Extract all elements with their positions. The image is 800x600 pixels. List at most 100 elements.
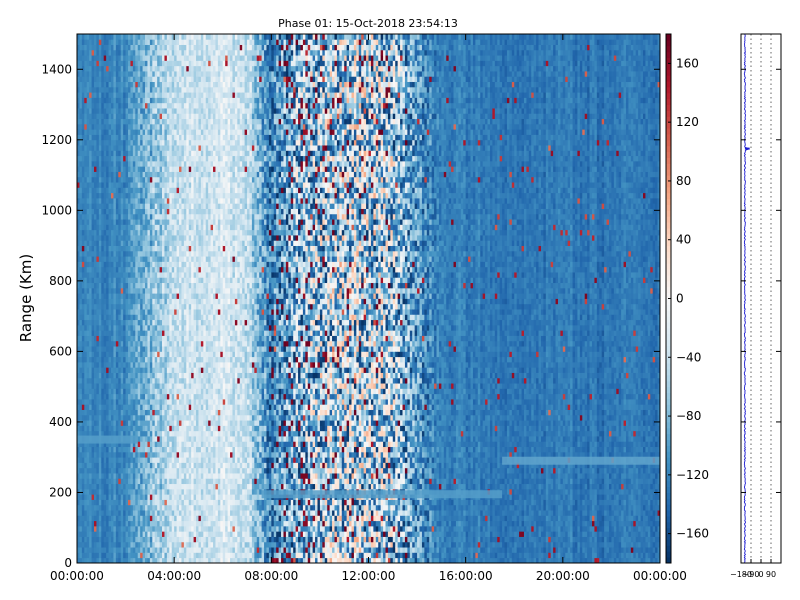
heatmap-cell: [79, 97, 82, 103]
heatmap-cell: [92, 76, 95, 82]
heatmap-cell: [92, 198, 95, 204]
heatmap-cell: [121, 272, 124, 278]
heatmap-cell: [101, 457, 104, 463]
heatmap-cell: [92, 166, 95, 172]
heatmap-cell: [133, 187, 136, 193]
heatmap-cell: [79, 198, 82, 204]
heatmap-cell: [94, 203, 97, 209]
heatmap-cell: [89, 251, 92, 257]
heatmap-cell: [99, 425, 102, 431]
heatmap-cell: [89, 182, 92, 188]
heatmap-cell: [94, 161, 97, 167]
heatmap-cell: [126, 489, 129, 495]
heatmap-cell: [130, 494, 133, 500]
heatmap-cell: [186, 447, 189, 453]
heatmap-cell: [155, 478, 158, 484]
heatmap-cell: [111, 388, 114, 394]
heatmap-cell: [162, 383, 165, 389]
heatmap-cell: [116, 267, 119, 273]
heatmap-cell: [128, 415, 131, 421]
heatmap-cell: [99, 357, 102, 363]
heatmap-cell: [123, 177, 126, 183]
heatmap-cell: [87, 150, 90, 156]
heatmap-cell: [169, 156, 172, 162]
heatmap-cell: [94, 293, 97, 299]
heatmap-cell: [152, 45, 155, 51]
heatmap-cell: [169, 209, 172, 215]
heatmap-cell: [152, 224, 155, 230]
heatmap-cell: [162, 76, 165, 82]
heatmap-cell: [111, 224, 114, 230]
heatmap-cell: [133, 119, 136, 125]
heatmap-cell: [160, 341, 163, 347]
heatmap-cell: [160, 547, 163, 553]
heatmap-cell: [82, 452, 85, 458]
heatmap-cell: [145, 357, 148, 363]
heatmap-cell: [164, 272, 167, 278]
heatmap-cell: [99, 447, 102, 453]
heatmap-cell: [174, 55, 177, 61]
heatmap-cell: [109, 166, 112, 172]
heatmap-cell: [169, 283, 172, 289]
heatmap-cell: [92, 341, 95, 347]
heatmap-cell: [99, 293, 102, 299]
heatmap-cell: [89, 92, 92, 98]
heatmap-cell: [126, 145, 129, 151]
heatmap-cell: [138, 55, 141, 61]
heatmap-cell: [82, 230, 85, 236]
heatmap-cell: [128, 462, 131, 468]
heatmap-cell: [177, 129, 180, 135]
heatmap-cell: [160, 362, 163, 368]
heatmap-cell: [87, 277, 90, 283]
heatmap-cell: [79, 478, 82, 484]
heatmap-cell: [145, 489, 148, 495]
heatmap-cell: [152, 404, 155, 410]
heatmap-cell: [157, 145, 160, 151]
heatmap-cell: [181, 336, 184, 342]
heatmap-cell: [135, 272, 138, 278]
heatmap-cell: [92, 60, 95, 66]
heatmap-cell: [169, 277, 172, 283]
heatmap-cell: [79, 219, 82, 225]
heatmap-cell: [79, 547, 82, 553]
heatmap-cell: [126, 531, 129, 537]
heatmap-cell: [118, 341, 121, 347]
heatmap-cell: [89, 261, 92, 267]
heatmap-cell: [184, 468, 187, 474]
heatmap-cell: [138, 462, 141, 468]
heatmap-cell: [172, 325, 175, 331]
heatmap-cell: [118, 489, 121, 495]
heatmap-cell: [191, 436, 194, 442]
heatmap-cell: [174, 325, 177, 331]
heatmap-cell: [150, 34, 153, 40]
heatmap-cell: [172, 336, 175, 342]
heatmap-cell: [92, 505, 95, 511]
heatmap-cell: [116, 182, 119, 188]
heatmap-cell: [191, 240, 194, 246]
heatmap-cell: [118, 362, 121, 368]
heatmap-cell: [140, 515, 143, 521]
heatmap-cell: [162, 441, 165, 447]
heatmap-cell: [167, 256, 170, 262]
heatmap-cell: [130, 224, 133, 230]
heatmap-cell: [169, 299, 172, 305]
heatmap-cell: [106, 420, 109, 426]
heatmap-cell: [169, 82, 172, 88]
heatmap-cell: [106, 145, 109, 151]
heatmap-cell: [92, 462, 95, 468]
heatmap-cell: [169, 140, 172, 146]
heatmap-cell: [162, 209, 165, 215]
heatmap-cell: [179, 367, 182, 373]
heatmap-cell: [101, 219, 104, 225]
heatmap-cell: [179, 378, 182, 384]
heatmap-cell: [121, 182, 124, 188]
heatmap-cell: [89, 230, 92, 236]
heatmap-cell: [167, 55, 170, 61]
heatmap-cell: [147, 103, 150, 109]
heatmap-cell: [118, 526, 121, 532]
heatmap-cell: [130, 277, 133, 283]
heatmap-cell: [184, 531, 187, 537]
heatmap-cell: [113, 314, 116, 320]
heatmap-cell: [111, 478, 114, 484]
heatmap-cell: [179, 209, 182, 215]
